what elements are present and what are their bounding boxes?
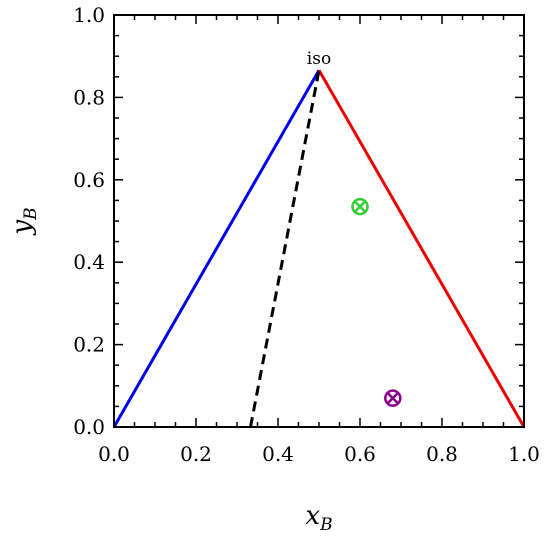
marker-layer <box>351 197 402 407</box>
x-axis-label: xB <box>305 501 332 535</box>
y-tick-label: 1.0 <box>73 3 105 27</box>
x-tick-label: 0.4 <box>262 442 294 466</box>
y-tick-label: 0.0 <box>73 415 105 439</box>
series-line-3 <box>249 69 321 428</box>
y-axis-label-subscript: B <box>21 207 41 221</box>
y-tick-label: 0.6 <box>73 168 105 192</box>
x-tick-label: 0.6 <box>344 442 376 466</box>
series-layer <box>112 69 526 428</box>
y-tick-label: 0.8 <box>73 85 105 109</box>
x-tick-label: 1.0 <box>508 442 540 466</box>
x-axis-label-main: x <box>305 501 320 531</box>
data-point-cross-b <box>353 200 367 213</box>
y-tick-label: 0.4 <box>73 250 105 274</box>
data-point-cross-b <box>386 391 400 405</box>
x-axis-label-subscript: B <box>319 515 333 535</box>
x-tick-label: 0.2 <box>180 442 212 466</box>
series-line-2 <box>317 69 526 428</box>
series-line-1 <box>112 69 321 428</box>
data-point-circle <box>384 389 402 407</box>
data-point-1 <box>351 197 369 216</box>
y-tick-label: 0.2 <box>73 333 105 357</box>
tick-layer: 0.0 0.2 0.4 0.6 0.8 1.0 0.0 0.2 0.4 0.6 0.8 1.0 <box>73 3 540 466</box>
data-point-circle <box>351 197 369 216</box>
y-axis-label-main: y <box>7 220 37 236</box>
y-axis-label: yB <box>7 207 41 235</box>
annotation-layer: iso <box>307 49 331 69</box>
x-tick-label: 0.8 <box>426 442 458 466</box>
x-tick-label: 0.0 <box>98 442 130 466</box>
data-point-2 <box>384 389 402 407</box>
annotation-label: iso <box>307 49 331 69</box>
